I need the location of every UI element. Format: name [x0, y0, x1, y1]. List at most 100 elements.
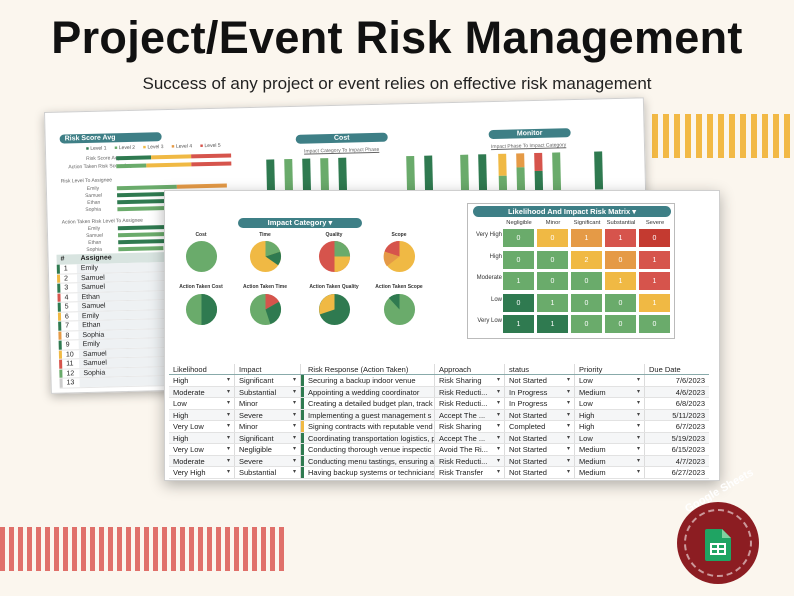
due-date-cell[interactable]: 5/11/2023: [672, 410, 705, 420]
pie-action-quality: [318, 293, 351, 326]
priority-cell[interactable]: High: [575, 409, 645, 420]
likelihood-cell[interactable]: Very Low: [169, 444, 235, 455]
matrix-col-header: Severe: [645, 220, 665, 226]
table-row: Low Minor Creating a detailed budget pla…: [169, 398, 709, 410]
pie-label-action-time: Action Taken Time: [243, 284, 287, 290]
page-subtitle: Success of any project or event relies o…: [142, 74, 652, 93]
due-date-cell[interactable]: 7/6/2023: [675, 376, 705, 385]
status-cell[interactable]: Not Started: [505, 375, 575, 386]
row-num: 5: [57, 302, 78, 312]
assignee-label: Samuel: [84, 192, 103, 200]
priority-cell[interactable]: Low: [575, 432, 645, 443]
due-date-cell[interactable]: 6/8/2023: [675, 399, 705, 408]
impact-cell[interactable]: Substantial: [235, 386, 301, 397]
approach-cell[interactable]: Accept The ...: [435, 409, 505, 420]
page-title: Project/Event Risk Management: [51, 12, 743, 63]
priority-cell[interactable]: Medium: [575, 467, 645, 478]
priority-cell[interactable]: Medium: [575, 386, 645, 397]
due-date-cell[interactable]: 4/6/2023: [675, 387, 705, 397]
risk-response-cell[interactable]: Appointing a wedding coordinator: [301, 386, 435, 397]
due-date-cell[interactable]: 5/19/2023: [671, 433, 705, 443]
priority-cell[interactable]: High: [575, 421, 645, 432]
due-date-cell[interactable]: 6/15/2023: [671, 445, 705, 454]
likelihood-cell[interactable]: Very Low: [169, 421, 235, 432]
row-num: 4: [57, 292, 78, 302]
pie-scope: [383, 240, 416, 273]
priority-cell[interactable]: Medium: [575, 455, 645, 466]
badge-ring: [684, 509, 752, 577]
risk-response-cell[interactable]: Securing a backup indoor venue: [301, 375, 435, 386]
status-cell[interactable]: Completed: [505, 421, 575, 432]
table-row: Very Low Minor Signing contracts with re…: [169, 421, 709, 433]
matrix-cell: 0: [604, 314, 637, 334]
header-impact: Impact: [235, 364, 301, 374]
priority-cell[interactable]: Low: [575, 398, 645, 409]
pie-action-time: [249, 293, 282, 326]
risk-response-cell[interactable]: Conducting thorough venue inspectic: [301, 444, 435, 455]
approach-cell[interactable]: Risk Sharing: [435, 375, 505, 386]
likelihood-cell[interactable]: High: [169, 375, 235, 386]
impact-cell[interactable]: Significant: [235, 375, 301, 386]
priority-cell[interactable]: Low: [575, 375, 645, 386]
impact-cell[interactable]: Minor: [235, 421, 301, 432]
impact-category-dropdown[interactable]: Impact Category ▾: [238, 218, 362, 228]
likelihood-cell[interactable]: Moderate: [169, 455, 235, 466]
bar: [516, 153, 525, 168]
likelihood-cell[interactable]: Moderate: [169, 386, 235, 397]
approach-cell[interactable]: Risk Reducti...: [435, 398, 505, 409]
table-row: High Significant Coordinating transporta…: [169, 432, 709, 444]
status-cell[interactable]: Not Started: [505, 432, 575, 443]
cost-pill[interactable]: Cost: [295, 132, 388, 144]
priority-cell[interactable]: Medium: [575, 444, 645, 455]
matrix-row-header: Low: [490, 297, 502, 303]
approach-cell[interactable]: Risk Transfer: [435, 467, 505, 478]
status-cell[interactable]: In Progress: [505, 386, 575, 397]
status-cell[interactable]: In Progress: [505, 398, 575, 409]
likelihood-cell[interactable]: High: [169, 432, 235, 443]
due-date-cell[interactable]: 4/7/2023: [675, 456, 705, 466]
monitor-pill[interactable]: Monitor: [488, 128, 571, 140]
risk-response-cell[interactable]: Having backup systems or technicians: [301, 467, 435, 478]
impact-cell[interactable]: Substantial: [235, 467, 301, 478]
header-likelihood: Likelihood: [169, 364, 235, 374]
impact-cell[interactable]: Minor: [235, 398, 301, 409]
status-cell[interactable]: Not Started: [505, 467, 575, 478]
bar: [176, 183, 227, 189]
risk-response-cell[interactable]: Coordinating transportation logistics, p: [301, 432, 435, 443]
approach-cell[interactable]: Risk Reducti...: [435, 386, 505, 397]
risk-response-cell[interactable]: Signing contracts with reputable vend: [301, 421, 435, 432]
risk-response-cell[interactable]: Conducting menu tastings, ensuring a: [301, 455, 435, 466]
approach-cell[interactable]: Risk Sharing: [435, 421, 505, 432]
status-cell[interactable]: Not Started: [505, 455, 575, 466]
matrix-cell: 1: [604, 228, 637, 248]
table-row: Very High Substantial Having backup syst…: [169, 467, 709, 479]
status-cell[interactable]: Not Started: [505, 409, 575, 420]
approach-cell[interactable]: Accept The ...: [435, 432, 505, 443]
matrix-cell: 0: [604, 250, 637, 270]
pie-label-action-quality: Action Taken Quality: [309, 284, 359, 290]
due-date-cell[interactable]: 6/7/2023: [675, 422, 705, 431]
likelihood-cell[interactable]: Very High: [169, 467, 235, 478]
pie-action-scope: [383, 293, 416, 326]
matrix-title-dropdown[interactable]: Likelihood And Impact Risk Matrix ▾: [473, 206, 671, 217]
likelihood-cell[interactable]: High: [169, 409, 235, 420]
bar: [478, 154, 488, 193]
assignee-label: Emily: [87, 225, 101, 232]
due-date-cell[interactable]: 6/27/2023: [671, 468, 705, 477]
risk-score-dropdown[interactable]: Risk Score Avg: [59, 132, 162, 144]
impact-cell[interactable]: Negligible: [235, 444, 301, 455]
status-cell[interactable]: Not Started: [505, 444, 575, 455]
risk-response-cell[interactable]: Implementing a guest management s: [301, 409, 435, 420]
bar: [191, 161, 232, 167]
matrix-cell: 0: [502, 293, 535, 313]
bar: [534, 152, 543, 172]
impact-cell[interactable]: Significant: [235, 432, 301, 443]
risk-response-cell[interactable]: Creating a detailed budget plan, track: [301, 398, 435, 409]
approach-cell[interactable]: Avoid The Ri...: [435, 444, 505, 455]
assignee-cell[interactable]: [79, 375, 172, 387]
impact-cell[interactable]: Severe: [235, 455, 301, 466]
impact-cell[interactable]: Severe: [235, 409, 301, 420]
pie-label-time: Time: [259, 232, 271, 238]
approach-cell[interactable]: Risk Reducti...: [435, 455, 505, 466]
likelihood-cell[interactable]: Low: [169, 398, 235, 409]
